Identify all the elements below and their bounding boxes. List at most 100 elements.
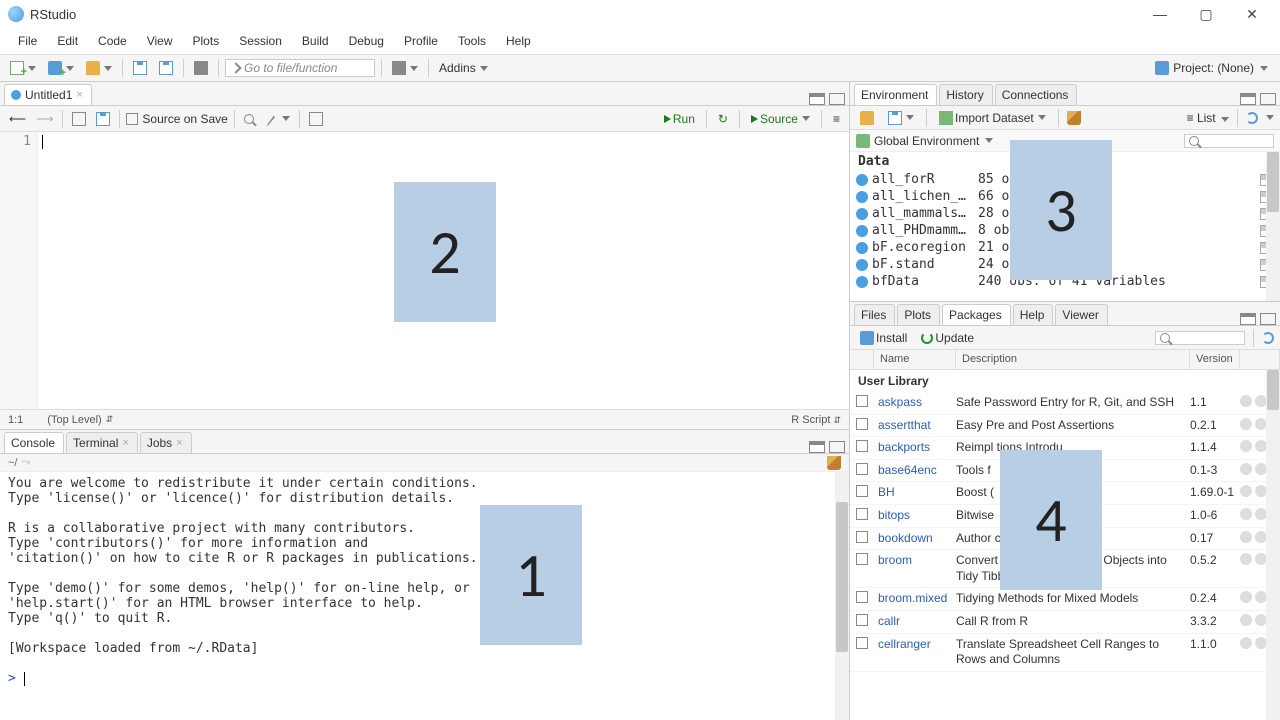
pkg-checkbox[interactable] xyxy=(856,553,868,565)
menu-help[interactable]: Help xyxy=(498,31,539,51)
maximize-pane-button[interactable] xyxy=(1260,93,1276,105)
minimize-pane-button[interactable] xyxy=(1240,93,1256,105)
refresh-env-button[interactable] xyxy=(1246,112,1258,124)
back-button[interactable]: ⟵ xyxy=(6,110,29,128)
rerun-button[interactable]: ↻ xyxy=(715,110,731,128)
tab-connections[interactable]: Connections xyxy=(995,84,1078,105)
pkg-web-button[interactable] xyxy=(1240,614,1252,626)
new-file-button[interactable] xyxy=(6,59,40,77)
tab-terminal[interactable]: Terminal× xyxy=(66,432,138,453)
pkg-web-button[interactable] xyxy=(1240,418,1252,430)
pkg-name-link[interactable]: bitops xyxy=(874,508,956,522)
maximize-pane-button[interactable] xyxy=(1260,313,1276,325)
tab-console[interactable]: Console xyxy=(4,432,64,453)
close-tab-icon[interactable]: × xyxy=(76,89,82,101)
pkg-web-button[interactable] xyxy=(1240,395,1252,407)
tab-files[interactable]: Files xyxy=(854,304,895,325)
grid-button[interactable] xyxy=(388,59,422,77)
menu-edit[interactable]: Edit xyxy=(49,31,86,51)
popout-button[interactable] xyxy=(69,110,89,128)
open-file-button[interactable] xyxy=(82,59,116,77)
refresh-pkg-button[interactable] xyxy=(1262,332,1274,344)
project-selector[interactable]: Project: (None) xyxy=(1155,61,1274,75)
lang-selector[interactable]: R Script xyxy=(791,414,830,426)
tab-history[interactable]: History xyxy=(939,84,992,105)
menu-file[interactable]: File xyxy=(10,31,45,51)
menu-code[interactable]: Code xyxy=(90,31,135,51)
pkg-name-link[interactable]: broom xyxy=(874,553,956,567)
console-scrollbar[interactable] xyxy=(835,472,849,720)
menu-debug[interactable]: Debug xyxy=(341,31,392,51)
pkg-web-button[interactable] xyxy=(1240,531,1252,543)
pkg-web-button[interactable] xyxy=(1240,637,1252,649)
pkg-name-link[interactable]: BH xyxy=(874,485,956,499)
tab-jobs[interactable]: Jobs× xyxy=(140,432,192,453)
pkg-checkbox[interactable] xyxy=(856,614,868,626)
pkg-checkbox[interactable] xyxy=(856,637,868,649)
pkg-search-input[interactable] xyxy=(1155,331,1245,345)
find-button[interactable] xyxy=(241,112,257,126)
save-workspace-button[interactable] xyxy=(884,109,918,127)
maximize-pane-button[interactable] xyxy=(829,93,845,105)
pkg-checkbox[interactable] xyxy=(856,591,868,603)
menu-session[interactable]: Session xyxy=(231,31,290,51)
pkg-name-link[interactable]: broom.mixed xyxy=(874,591,956,605)
pkg-name-link[interactable]: cellranger xyxy=(874,637,956,651)
run-button[interactable]: Run xyxy=(661,110,698,128)
pkg-checkbox[interactable] xyxy=(856,395,868,407)
pkg-checkbox[interactable] xyxy=(856,440,868,452)
pkg-checkbox[interactable] xyxy=(856,531,868,543)
goto-file-input[interactable]: Go to file/function xyxy=(225,59,375,77)
tab-packages[interactable]: Packages xyxy=(942,304,1011,325)
pkg-checkbox[interactable] xyxy=(856,485,868,497)
load-workspace-button[interactable] xyxy=(856,109,878,127)
close-button[interactable]: ✕ xyxy=(1238,6,1266,23)
save-button[interactable] xyxy=(129,59,151,77)
pkg-web-button[interactable] xyxy=(1240,485,1252,497)
pkg-name-link[interactable]: callr xyxy=(874,614,956,628)
menu-view[interactable]: View xyxy=(139,31,181,51)
pkg-web-button[interactable] xyxy=(1240,440,1252,452)
pkg-checkbox[interactable] xyxy=(856,463,868,475)
clear-env-button[interactable] xyxy=(1067,111,1081,125)
pkg-name-link[interactable]: backports xyxy=(874,440,956,454)
scope-selector[interactable]: (Top Level) xyxy=(47,414,101,426)
minimize-pane-button[interactable] xyxy=(1240,313,1256,325)
pkg-name-link[interactable]: base64enc xyxy=(874,463,956,477)
maximize-button[interactable]: ▢ xyxy=(1192,6,1220,23)
tab-plots[interactable]: Plots xyxy=(897,304,940,325)
print-button[interactable] xyxy=(190,59,212,77)
pkg-checkbox[interactable] xyxy=(856,418,868,430)
clear-console-button[interactable] xyxy=(827,456,841,470)
source-on-save-checkbox[interactable] xyxy=(126,113,138,125)
pkg-scrollbar[interactable] xyxy=(1266,370,1280,720)
report-button[interactable] xyxy=(306,110,326,128)
console-output[interactable]: You are welcome to redistribute it under… xyxy=(0,472,849,720)
tab-help[interactable]: Help xyxy=(1013,304,1054,325)
addins-button[interactable]: Addins xyxy=(435,59,492,77)
env-scrollbar[interactable] xyxy=(1266,152,1280,301)
save-all-button[interactable] xyxy=(155,59,177,77)
new-project-button[interactable] xyxy=(44,59,78,77)
tab-viewer[interactable]: Viewer xyxy=(1055,304,1107,325)
pkg-name-link[interactable]: bookdown xyxy=(874,531,956,545)
pkg-web-button[interactable] xyxy=(1240,553,1252,565)
wand-button[interactable] xyxy=(261,110,293,128)
menu-build[interactable]: Build xyxy=(294,31,337,51)
forward-button[interactable]: ⟶ xyxy=(33,110,56,128)
env-view-mode[interactable]: List xyxy=(1197,111,1216,125)
outline-button[interactable]: ≡ xyxy=(830,110,843,128)
install-pkg-button[interactable]: Install xyxy=(856,329,911,347)
pkg-web-button[interactable] xyxy=(1240,463,1252,475)
import-dataset-button[interactable]: Import Dataset xyxy=(935,109,1050,127)
minimize-pane-button[interactable] xyxy=(809,93,825,105)
pkg-name-link[interactable]: askpass xyxy=(874,395,956,409)
minimize-pane-button[interactable] xyxy=(809,441,825,453)
menu-tools[interactable]: Tools xyxy=(450,31,494,51)
pkg-checkbox[interactable] xyxy=(856,508,868,520)
maximize-pane-button[interactable] xyxy=(829,441,845,453)
menu-plots[interactable]: Plots xyxy=(185,31,228,51)
env-search-input[interactable] xyxy=(1184,134,1274,148)
env-scope-selector[interactable]: Global Environment xyxy=(874,134,979,148)
pkg-name-link[interactable]: assertthat xyxy=(874,418,956,432)
